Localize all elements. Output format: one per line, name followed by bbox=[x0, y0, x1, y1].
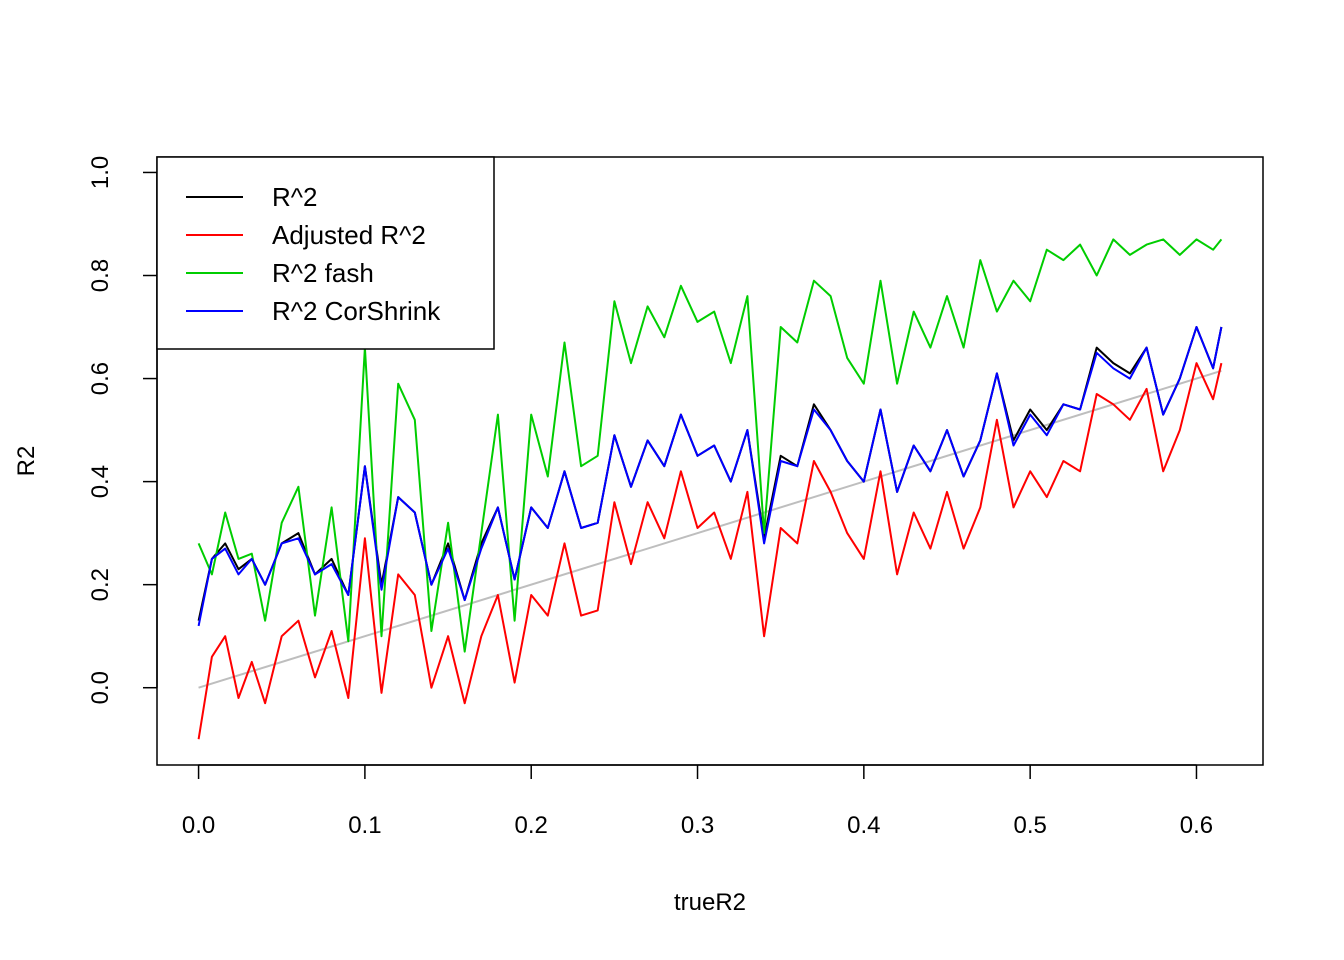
y-tick-label: 0.4 bbox=[87, 465, 114, 498]
y-tick-label: 0.2 bbox=[87, 568, 114, 601]
y-axis: 0.0 0.2 0.4 0.6 0.8 1.0 bbox=[87, 156, 158, 704]
series-line-3 bbox=[197, 238, 1223, 653]
x-tick-label: 0.6 bbox=[1180, 812, 1213, 839]
series-line-4 bbox=[197, 326, 1223, 627]
x-tick-label: 0.0 bbox=[182, 812, 215, 839]
y-tick-label: 0.8 bbox=[87, 259, 114, 292]
x-tick-label: 0.5 bbox=[1013, 812, 1046, 839]
x-axis-title: trueR2 bbox=[674, 889, 746, 916]
x-tick-label: 0.2 bbox=[515, 812, 548, 839]
y-tick-label: 0.6 bbox=[87, 362, 114, 395]
legend-box bbox=[156, 156, 495, 350]
legend-label: R^2 CorShrink bbox=[272, 296, 441, 326]
legend-label: Adjusted R^2 bbox=[272, 220, 426, 250]
plot-lines bbox=[197, 238, 1223, 740]
x-axis: 0.0 0.1 0.2 0.3 0.4 0.5 0.6 bbox=[182, 764, 1213, 839]
y-tick-label: 0.0 bbox=[87, 671, 114, 704]
series-line-2 bbox=[197, 362, 1223, 740]
x-tick-label: 0.3 bbox=[681, 812, 714, 839]
legend-label: R^2 bbox=[272, 182, 317, 212]
x-tick-label: 0.4 bbox=[847, 812, 880, 839]
y-tick-label: 1.0 bbox=[87, 156, 114, 189]
x-tick-label: 0.1 bbox=[348, 812, 381, 839]
reference-line bbox=[198, 369, 1222, 689]
y-axis-title: R2 bbox=[13, 446, 40, 477]
legend-label: R^2 fash bbox=[272, 258, 374, 288]
legend: R^2 Adjusted R^2 R^2 fash R^2 CorShrink bbox=[156, 156, 495, 350]
